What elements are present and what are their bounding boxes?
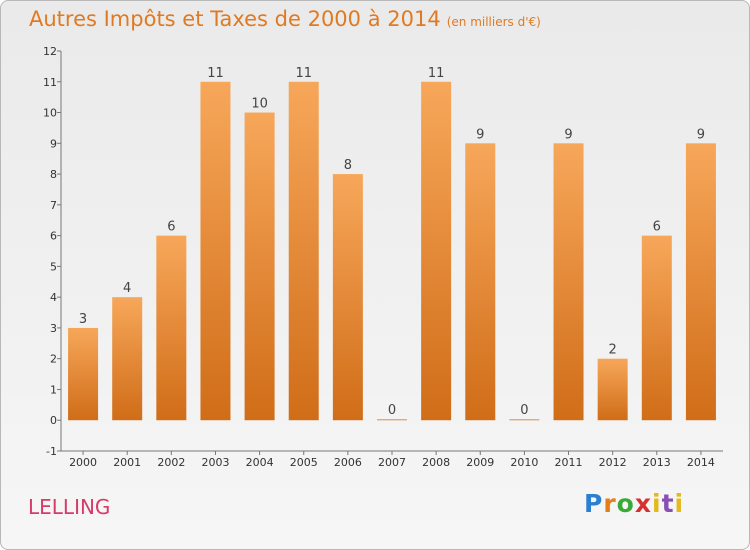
location-label: LELLING (28, 495, 111, 519)
y-tick-label: 11 (43, 76, 57, 89)
bar (465, 143, 496, 421)
bar (112, 297, 143, 421)
x-tick-label: 2005 (290, 456, 318, 469)
x-tick-label: 2004 (246, 456, 274, 469)
x-tick-label: 2002 (157, 456, 185, 469)
y-tick-label: 1 (50, 383, 57, 396)
logo-letter: x (634, 489, 652, 518)
y-tick-label: 3 (50, 322, 57, 335)
bar (200, 81, 231, 421)
logo-letter: i (674, 489, 685, 518)
bar (156, 235, 187, 421)
y-tick-label: 8 (50, 168, 57, 181)
data-label: 11 (428, 66, 445, 81)
data-label: 11 (207, 66, 224, 81)
bar (641, 235, 672, 421)
y-tick-label: 10 (43, 107, 57, 120)
data-label: 0 (520, 403, 528, 418)
data-label: 8 (344, 158, 352, 173)
x-tick-label: 2014 (687, 456, 715, 469)
bar (597, 358, 628, 421)
bar (68, 327, 99, 421)
x-tick-label: 2003 (201, 456, 229, 469)
bar (377, 419, 407, 421)
bar (421, 81, 452, 421)
data-label: 6 (653, 220, 661, 235)
data-label: 9 (564, 127, 572, 142)
bar (509, 419, 540, 421)
data-label: 2 (609, 343, 617, 358)
logo-letter: t (661, 489, 675, 518)
data-label: 11 (295, 66, 312, 81)
x-tick-label: 2001 (113, 456, 141, 469)
x-tick-label: 2000 (69, 456, 97, 469)
x-tick-label: 2012 (599, 456, 627, 469)
bar (553, 143, 584, 421)
y-tick-label: 7 (50, 199, 57, 212)
data-label: 4 (123, 281, 131, 296)
logo-letter: o (616, 489, 635, 518)
y-tick-label: 12 (43, 45, 57, 58)
data-label: 6 (167, 220, 175, 235)
data-label: 9 (697, 127, 705, 142)
data-label: 3 (79, 312, 87, 327)
data-label: 0 (388, 403, 396, 418)
logo-letter: P (584, 489, 604, 518)
x-tick-label: 2010 (510, 456, 538, 469)
chart-title-text: Autres Impôts et Taxes de 2000 à 2014 (29, 7, 441, 31)
y-tick-label: 5 (50, 260, 57, 273)
bar (332, 174, 363, 421)
chart-title: Autres Impôts et Taxes de 2000 à 2014 (en… (29, 7, 541, 31)
y-tick-label: 4 (50, 291, 57, 304)
y-tick-label: 2 (50, 353, 57, 366)
x-tick-label: 2013 (643, 456, 671, 469)
x-tick-label: 2007 (378, 456, 406, 469)
y-tick-label: 6 (50, 230, 57, 243)
x-tick-label: 2009 (466, 456, 494, 469)
logo-letter: i (652, 489, 662, 518)
x-tick-label: 2008 (422, 456, 450, 469)
logo-letter: r (603, 489, 617, 518)
x-tick-label: 2006 (334, 456, 362, 469)
bar (244, 112, 275, 421)
data-label: 10 (251, 97, 268, 112)
y-tick-label: 0 (50, 414, 57, 427)
proxiti-logo: Proxiti (584, 489, 684, 518)
y-tick-label: -1 (46, 445, 57, 458)
bar (685, 143, 716, 421)
bar (288, 81, 319, 421)
data-label: 9 (476, 127, 484, 142)
x-tick-label: 2011 (555, 456, 583, 469)
chart-subtitle: (en milliers d'€) (446, 15, 541, 29)
y-tick-label: 9 (50, 137, 57, 150)
